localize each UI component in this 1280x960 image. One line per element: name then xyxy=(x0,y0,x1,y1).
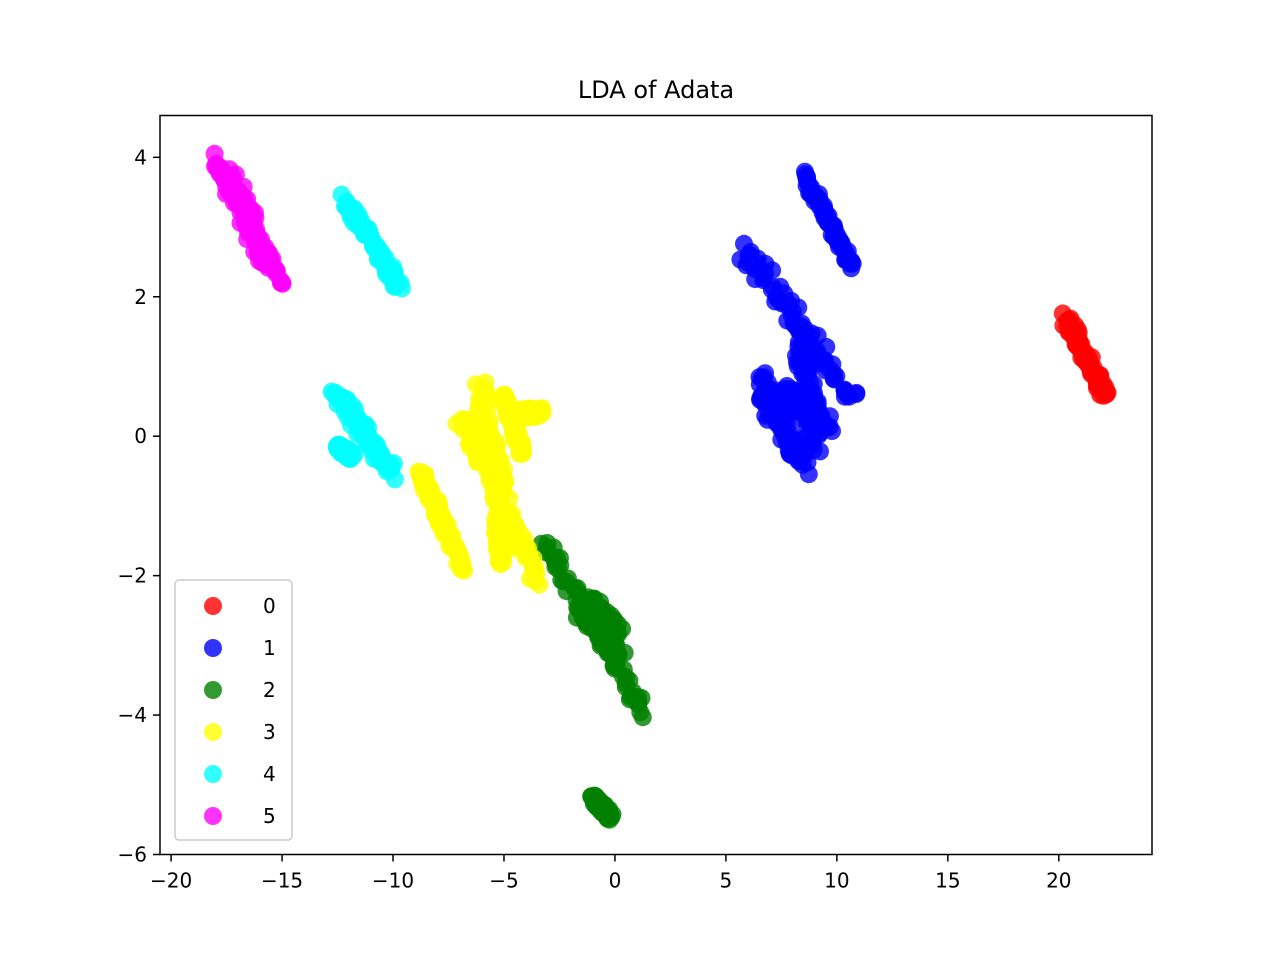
x-tick-label: −20 xyxy=(150,869,192,893)
scatter-point xyxy=(633,708,652,727)
legend-marker xyxy=(204,765,222,783)
y-axis: −6 −4 −2 0 2 4 xyxy=(118,145,160,867)
scatter-point xyxy=(604,641,623,660)
scatter-point xyxy=(491,550,510,569)
scatter-point xyxy=(260,244,279,263)
scatter-point xyxy=(804,441,823,459)
scatter-point xyxy=(342,446,361,465)
scatter-point xyxy=(514,443,533,462)
scatter-point xyxy=(847,383,866,402)
legend-marker xyxy=(204,723,222,741)
x-axis: −20 −15 −10 −5 0 5 10 15 20 xyxy=(150,854,1072,893)
series-5 xyxy=(205,144,292,293)
scatter-point xyxy=(385,470,404,489)
legend-label: 3 xyxy=(263,720,276,744)
series-4 xyxy=(322,185,411,489)
scatter-point xyxy=(533,404,552,423)
x-tick-label: −15 xyxy=(261,869,303,893)
x-tick-label: 5 xyxy=(720,869,733,893)
series-1 xyxy=(731,162,866,484)
legend-marker xyxy=(204,681,222,699)
y-tick-label: −4 xyxy=(118,703,147,727)
y-tick-label: 0 xyxy=(134,424,147,448)
legend-item-4: 4 xyxy=(204,762,276,786)
series-3 xyxy=(409,373,552,594)
x-tick-label: −10 xyxy=(372,869,414,893)
x-tick-label: −5 xyxy=(489,869,518,893)
legend-label: 1 xyxy=(263,636,276,660)
x-tick-label: 0 xyxy=(609,869,622,893)
scatter-point xyxy=(801,402,820,421)
plot-area xyxy=(205,144,1117,829)
legend-item-3: 3 xyxy=(204,720,276,744)
legend-label: 0 xyxy=(263,594,276,618)
legend-label: 4 xyxy=(263,762,276,786)
scatter-point xyxy=(789,448,808,466)
legend-marker xyxy=(204,597,222,615)
legend-label: 5 xyxy=(263,804,276,828)
scatter-point xyxy=(603,805,622,824)
y-tick-label: 2 xyxy=(134,285,147,309)
scatter-point xyxy=(1098,383,1117,402)
legend-marker xyxy=(204,639,222,657)
x-tick-label: 10 xyxy=(824,869,849,893)
scatter-point xyxy=(817,337,836,356)
y-tick-label: −6 xyxy=(118,843,147,867)
scatter-point xyxy=(526,571,545,590)
series-0 xyxy=(1053,304,1117,405)
legend-label: 2 xyxy=(263,678,276,702)
scatter-point xyxy=(798,377,817,396)
scatter-point xyxy=(842,259,861,278)
legend-item-0: 0 xyxy=(204,594,276,618)
chart-title: LDA of Adata xyxy=(578,76,734,104)
series-2 xyxy=(532,534,652,829)
legend-marker xyxy=(204,807,222,825)
legend-item-1: 1 xyxy=(204,636,276,660)
scatter-point xyxy=(455,561,474,580)
y-tick-label: 4 xyxy=(134,145,147,169)
legend-item-5: 5 xyxy=(204,804,276,828)
legend: 0 1 2 3 4 5 xyxy=(174,579,293,841)
scatter-point xyxy=(551,556,570,575)
y-tick-label: −2 xyxy=(118,564,147,588)
scatter-point xyxy=(393,279,411,298)
x-tick-label: 20 xyxy=(1046,869,1071,893)
legend-box xyxy=(174,579,293,841)
legend-item-2: 2 xyxy=(204,678,276,702)
scatter-point xyxy=(789,298,808,317)
scatter-point xyxy=(273,273,292,292)
x-tick-label: 15 xyxy=(935,869,960,893)
scatter-point xyxy=(820,407,839,426)
plot-frame xyxy=(159,114,1153,856)
scatter-point xyxy=(799,465,818,484)
